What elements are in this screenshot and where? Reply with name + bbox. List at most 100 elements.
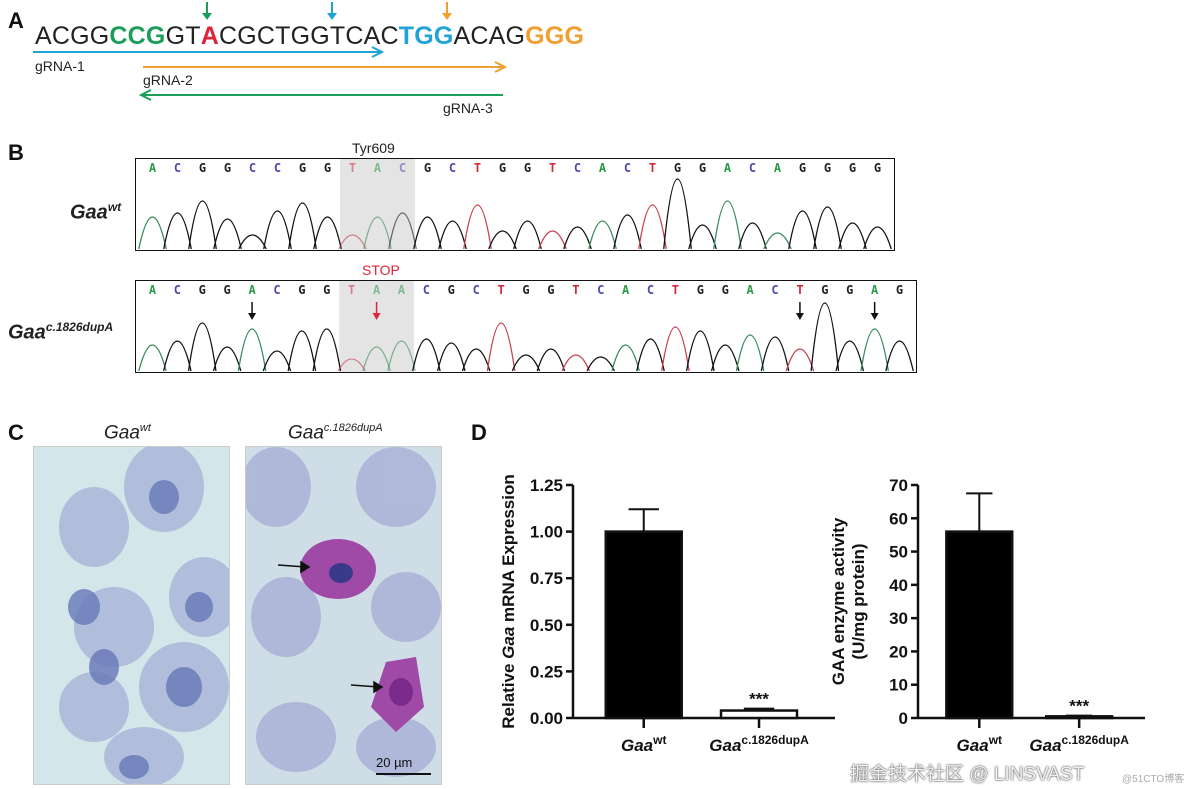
trace-peak bbox=[685, 330, 715, 372]
grna-1-label: gRNA-1 bbox=[35, 58, 85, 74]
base-call: C bbox=[249, 161, 256, 175]
wt-micrograph bbox=[33, 446, 230, 785]
panel-d-label: D bbox=[471, 420, 487, 445]
grna-2-label: gRNA-2 bbox=[143, 72, 193, 88]
grna-3-arrow bbox=[138, 89, 503, 101]
grna-1-arrow bbox=[33, 46, 385, 58]
trace-peak bbox=[486, 322, 516, 372]
trace-peak bbox=[212, 346, 242, 372]
enzyme-activity-chart: 010203040506070Gaawt***Gaac.1826dupAGAA … bbox=[830, 476, 1145, 755]
base-call: C bbox=[274, 161, 281, 175]
y-tick-label: 0.00 bbox=[530, 709, 563, 728]
y-tick-label: 50 bbox=[889, 543, 908, 562]
bar bbox=[719, 709, 799, 720]
trace-peak bbox=[661, 326, 690, 372]
base-call: A bbox=[747, 283, 755, 297]
trace-peak bbox=[513, 220, 542, 250]
base-call: A bbox=[622, 283, 630, 297]
tyr609-label: Tyr609 bbox=[352, 140, 395, 156]
cut-site-arrow-orange bbox=[442, 2, 452, 20]
y-tick-label: 70 bbox=[889, 476, 908, 495]
x-tick-label: Gaac.1826dupA bbox=[709, 733, 809, 755]
base-call: G bbox=[522, 283, 529, 297]
trace-peak bbox=[636, 338, 665, 372]
base-call: C bbox=[574, 161, 581, 175]
sequence-segment: CGCTGGTCAC bbox=[218, 22, 399, 50]
y-tick-label: 0.25 bbox=[530, 662, 563, 681]
panel-c-label: C bbox=[8, 420, 24, 445]
x-tick-label-name: Gaa bbox=[957, 736, 989, 755]
trace-peak bbox=[263, 210, 292, 250]
x-tick-label-name: Gaa bbox=[621, 736, 653, 755]
trace-peak bbox=[163, 212, 192, 250]
base-call: C bbox=[399, 161, 406, 175]
trace-peak bbox=[338, 234, 367, 250]
wt-genotype-label: Gaawt bbox=[70, 200, 122, 224]
trace-peak bbox=[461, 348, 491, 372]
base-call: T bbox=[474, 161, 481, 175]
sequence-segment: ACGG bbox=[35, 22, 110, 50]
y-axis-label: GAA enzyme activity bbox=[830, 517, 848, 685]
trace-peak bbox=[312, 328, 342, 372]
y-tick-label: 40 bbox=[889, 576, 908, 595]
x-tick-label: Gaac.1826dupA bbox=[1029, 733, 1129, 755]
trace-peak bbox=[835, 340, 865, 372]
trace-peak bbox=[538, 230, 567, 250]
y-tick-label: 0.75 bbox=[530, 569, 563, 588]
base-call: C bbox=[423, 283, 430, 297]
y-tick-label: 60 bbox=[889, 509, 908, 528]
trace-peak bbox=[163, 340, 192, 372]
trace-peak bbox=[863, 226, 892, 250]
trace-peak bbox=[488, 230, 517, 250]
trace-peak bbox=[561, 354, 591, 372]
base-call: G bbox=[224, 161, 231, 175]
y-axis-label-unit: (U/mg protein) bbox=[849, 543, 868, 659]
trace-peak bbox=[813, 206, 842, 250]
base-call: C bbox=[449, 161, 456, 175]
bar bbox=[1045, 715, 1114, 720]
base-call: T bbox=[549, 161, 556, 175]
base-call: A bbox=[724, 161, 732, 175]
trace-peak bbox=[237, 328, 267, 372]
trace-peak bbox=[536, 348, 566, 372]
base-call: G bbox=[697, 283, 704, 297]
base-call: A bbox=[248, 283, 256, 297]
trace-peak bbox=[463, 204, 492, 250]
trace-peak bbox=[412, 338, 441, 372]
cut-site-arrow-green bbox=[202, 2, 212, 20]
trace-peak bbox=[362, 346, 391, 372]
sequence-segment: A bbox=[200, 22, 219, 50]
target-sequence: ACGGCCGGTACGCTGGTCACTGGACAGGGG bbox=[35, 22, 584, 51]
trace-peak bbox=[438, 220, 467, 250]
base-call: A bbox=[599, 161, 607, 175]
base-call: G bbox=[699, 161, 706, 175]
base-call: C bbox=[174, 283, 181, 297]
watermark: 掘金技术社区 @ LINSVAST bbox=[850, 764, 1085, 785]
trace-peak bbox=[363, 216, 392, 250]
base-call: G bbox=[424, 161, 431, 175]
base-call: A bbox=[149, 283, 157, 297]
trace-peak bbox=[613, 214, 642, 250]
base-call: G bbox=[499, 161, 506, 175]
base-call: G bbox=[323, 283, 330, 297]
trace-peak bbox=[638, 204, 667, 250]
x-tick-label-sup: c.1826dupA bbox=[741, 733, 809, 747]
base-call: G bbox=[299, 161, 306, 175]
sequence-segment: CCG bbox=[109, 22, 166, 50]
base-call: C bbox=[174, 161, 181, 175]
trace-peak bbox=[760, 336, 790, 372]
base-call: A bbox=[774, 161, 782, 175]
base-call: T bbox=[649, 161, 656, 175]
trace-peak bbox=[663, 178, 692, 250]
trace-peak bbox=[611, 344, 640, 372]
y-tick-label: 1.00 bbox=[530, 523, 563, 542]
x-tick-label-sup: wt bbox=[652, 733, 666, 747]
trace-peak bbox=[313, 216, 342, 250]
base-call: G bbox=[896, 283, 903, 297]
cut-site-arrow-blue bbox=[327, 2, 337, 20]
base-call: C bbox=[473, 283, 480, 297]
base-call: T bbox=[572, 283, 579, 297]
base-call: C bbox=[597, 283, 604, 297]
